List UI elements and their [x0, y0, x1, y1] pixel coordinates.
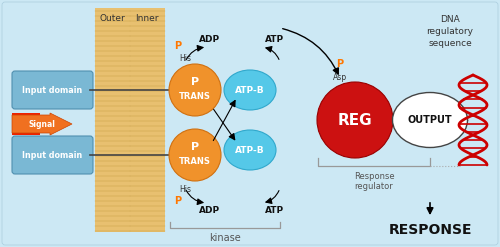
Circle shape	[317, 82, 393, 158]
Text: kinase: kinase	[209, 233, 241, 243]
Bar	[95, 8, 130, 232]
Bar	[130, 8, 165, 232]
FancyArrow shape	[12, 113, 72, 135]
Text: ADP: ADP	[200, 206, 220, 214]
Text: Outer: Outer	[99, 14, 125, 23]
Text: His: His	[179, 185, 191, 193]
Text: Inner: Inner	[135, 14, 159, 23]
Text: ATP-B: ATP-B	[235, 85, 265, 95]
Text: P: P	[191, 77, 199, 87]
Text: ATP-B: ATP-B	[235, 145, 265, 155]
Text: Response
regulator: Response regulator	[354, 172, 395, 191]
Ellipse shape	[169, 129, 221, 181]
FancyArrow shape	[12, 113, 40, 135]
Text: REG: REG	[338, 112, 372, 127]
Text: TRANS: TRANS	[179, 91, 211, 101]
Ellipse shape	[169, 64, 221, 116]
Text: His: His	[179, 54, 191, 62]
Ellipse shape	[224, 130, 276, 170]
Text: P: P	[336, 59, 344, 69]
FancyBboxPatch shape	[12, 136, 93, 174]
Text: ATP: ATP	[266, 206, 284, 214]
Text: Input domain: Input domain	[22, 150, 82, 160]
Ellipse shape	[224, 70, 276, 110]
Text: Asp: Asp	[333, 73, 347, 82]
Text: P: P	[174, 41, 182, 51]
Text: P: P	[191, 142, 199, 152]
Text: Signal: Signal	[28, 120, 56, 128]
Text: P: P	[174, 196, 182, 206]
Ellipse shape	[392, 92, 468, 147]
FancyBboxPatch shape	[2, 2, 498, 245]
Text: RESPONSE: RESPONSE	[388, 223, 472, 237]
FancyBboxPatch shape	[12, 71, 93, 109]
Text: ADP: ADP	[200, 36, 220, 44]
Text: OUTPUT: OUTPUT	[408, 115, 453, 125]
Text: DNA
regulatory
sequence: DNA regulatory sequence	[426, 15, 474, 48]
Text: Input domain: Input domain	[22, 85, 82, 95]
Text: ATP: ATP	[266, 36, 284, 44]
Text: TRANS: TRANS	[179, 157, 211, 165]
